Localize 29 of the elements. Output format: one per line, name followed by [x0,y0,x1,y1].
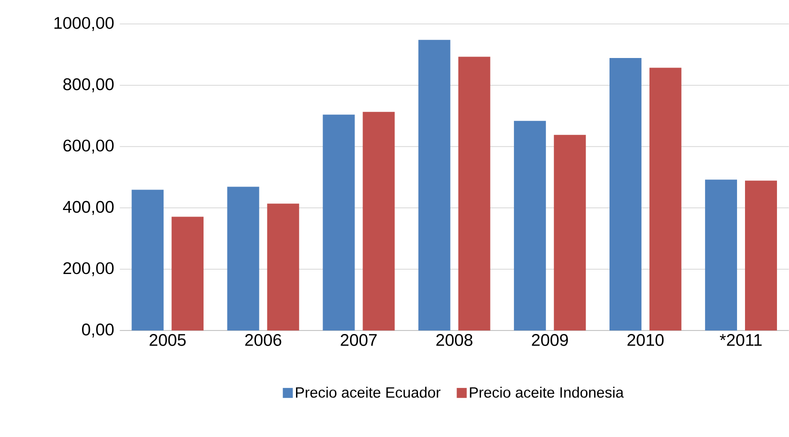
y-tick-label: 1000,00 [54,16,114,31]
bar [418,40,450,330]
x-tick-label: 2005 [150,334,186,346]
y-tick-label: 0,00 [82,323,114,338]
bar [458,56,490,330]
x-tick-label: *2011 [720,334,762,346]
y-tick-label: 800,00 [63,78,114,92]
bar [267,203,300,330]
bar [322,114,355,330]
bar [610,58,642,330]
legend-label: Precio aceite Indonesia [470,386,624,398]
bar [554,134,586,330]
y-tick-label: 200,00 [63,262,114,276]
bar [514,120,546,330]
bar [172,216,204,330]
bar [362,112,395,330]
x-tick-label: 2008 [436,334,472,346]
bar [649,68,682,330]
x-tick-label: 2010 [628,334,664,346]
y-tick-label: 400,00 [62,200,114,215]
x-tick-label: 2006 [245,334,282,346]
x-tick-label: 2009 [532,334,568,346]
legend-label: Precio aceite Ecuador [296,386,440,398]
x-tick-label: 2007 [340,334,377,346]
y-tick-label: 600,00 [63,139,114,154]
bar [745,180,777,330]
bar [132,190,164,330]
bar [227,186,260,330]
bar [705,180,738,330]
